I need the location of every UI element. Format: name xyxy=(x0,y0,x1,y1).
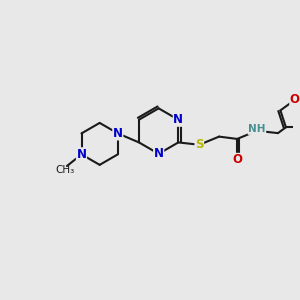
Text: CH₃: CH₃ xyxy=(56,164,75,175)
Text: O: O xyxy=(232,153,242,167)
Text: N: N xyxy=(173,113,183,126)
Text: NH: NH xyxy=(248,124,266,134)
Text: O: O xyxy=(290,93,300,106)
Text: N: N xyxy=(76,148,86,161)
Text: N: N xyxy=(113,127,123,140)
Text: N: N xyxy=(154,147,164,160)
Text: S: S xyxy=(195,138,203,151)
